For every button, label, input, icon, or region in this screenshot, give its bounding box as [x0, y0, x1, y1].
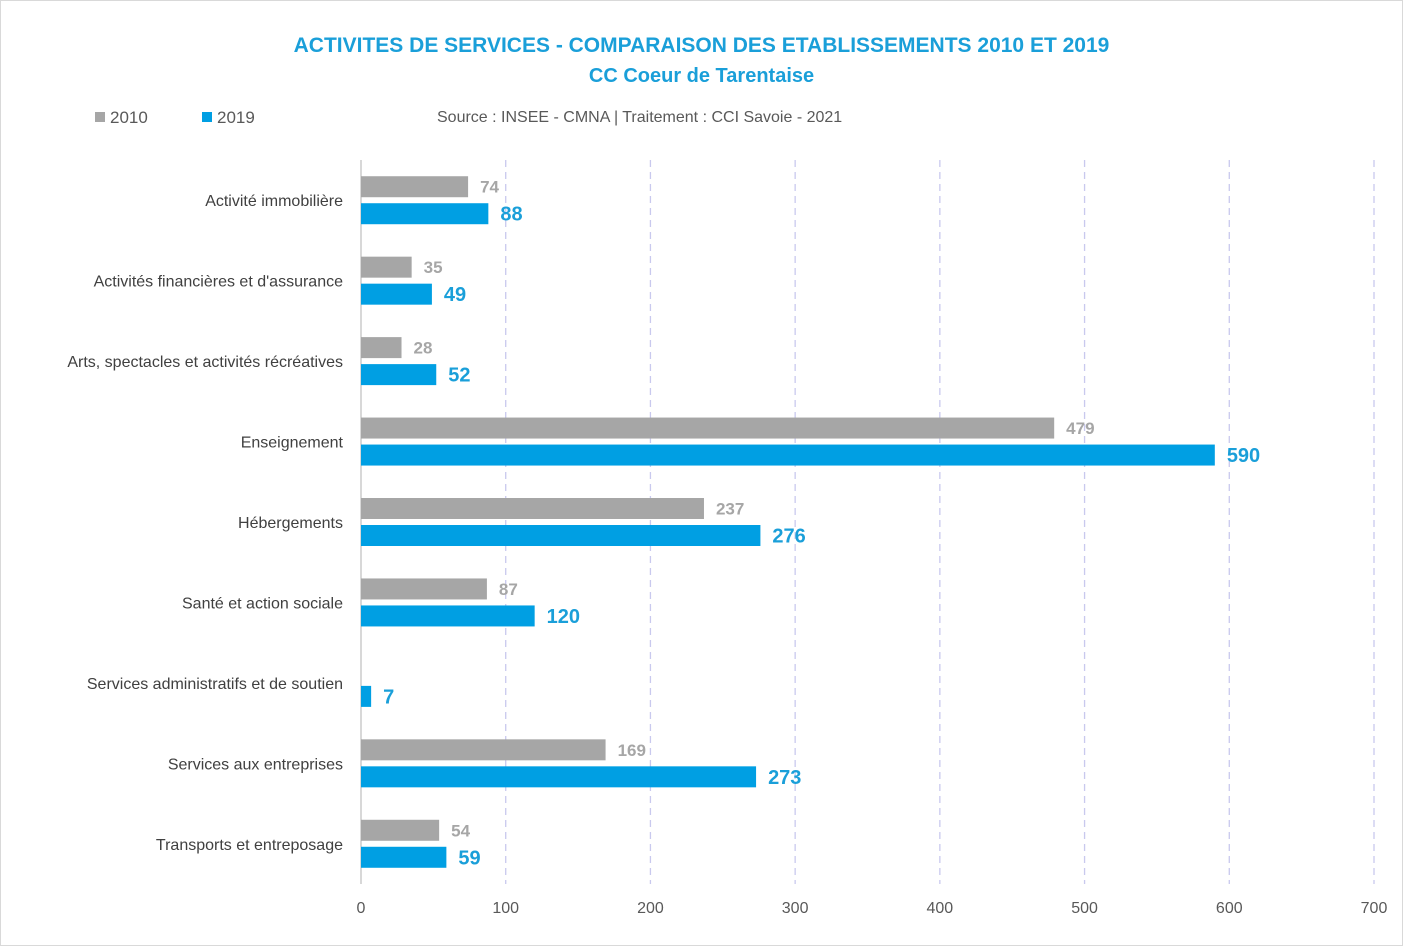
data-label-2019: 120 [547, 606, 580, 628]
x-tick-label-400: 400 [927, 900, 954, 917]
legend-swatch-2019 [202, 112, 212, 122]
bar-2019 [361, 444, 1215, 466]
category-label: Arts, spectacles et activités récréative… [67, 354, 343, 371]
bar-2010 [361, 739, 606, 761]
data-label-2019: 88 [500, 204, 522, 226]
chart-subtitle: CC Coeur de Tarentaise [588, 65, 815, 87]
bar-2010 [361, 819, 440, 841]
bar-2010 [361, 337, 402, 359]
data-label-2010: 28 [414, 339, 433, 358]
data-label-2010: 54 [451, 821, 470, 840]
bar-2019 [361, 525, 761, 546]
bar-2019 [361, 364, 437, 386]
bar-2010 [361, 578, 487, 600]
bar-2010 [361, 176, 469, 198]
data-label-2010: 237 [716, 500, 744, 519]
bar-2019 [361, 283, 432, 305]
category-label: Hébergements [238, 515, 343, 532]
x-tick-label-700: 700 [1361, 900, 1388, 917]
category-label: Services aux entreprises [168, 756, 343, 773]
category-label: Services administratifs et de soutien [87, 676, 343, 693]
x-tick-label-200: 200 [637, 900, 664, 917]
legend-label-2019: 2019 [217, 108, 255, 127]
category-label: Activité immobilière [205, 193, 343, 210]
x-tick-label-0: 0 [357, 900, 366, 917]
bar-2019 [361, 203, 489, 225]
data-label-2019: 590 [1227, 445, 1260, 467]
data-label-2019: 7 [383, 686, 394, 708]
data-label-2010: 35 [424, 258, 443, 277]
category-label: Transports et entreposage [156, 837, 343, 854]
data-label-2019: 52 [448, 365, 470, 387]
category-label: Activités financières et d'assurance [94, 274, 344, 291]
legend-label-2010: 2010 [110, 108, 148, 127]
data-label-2019: 49 [444, 284, 466, 306]
category-label: Enseignement [241, 435, 344, 452]
data-label-2010: 479 [1066, 419, 1094, 438]
bar-2019 [361, 766, 757, 788]
data-label-2010: 87 [499, 580, 518, 599]
bar-2019 [361, 846, 447, 868]
x-tick-label-100: 100 [492, 900, 519, 917]
x-tick-label-600: 600 [1216, 900, 1243, 917]
data-label-2019: 273 [768, 767, 801, 789]
bar-2010 [361, 498, 704, 519]
bar-2019 [361, 605, 535, 627]
legend-item-2019: 2019 [202, 108, 255, 128]
bar-2010 [361, 417, 1055, 439]
bar-2010 [361, 256, 412, 278]
data-label-2010: 74 [480, 178, 499, 197]
legend-swatch-2010 [95, 112, 105, 122]
data-label-2010: 169 [618, 741, 646, 760]
source-note: Source : INSEE - CMNA | Traitement : CCI… [437, 109, 843, 126]
x-tick-label-300: 300 [782, 900, 809, 917]
category-label: Santé et action sociale [182, 595, 343, 612]
x-tick-label-500: 500 [1071, 900, 1098, 917]
chart-title: ACTIVITES DE SERVICES - COMPARAISON DES … [293, 34, 1110, 57]
legend-item-2010: 2010 [95, 108, 148, 128]
data-label-2019: 276 [772, 526, 805, 548]
data-label-2019: 59 [458, 847, 480, 869]
bar-2019 [361, 685, 372, 707]
